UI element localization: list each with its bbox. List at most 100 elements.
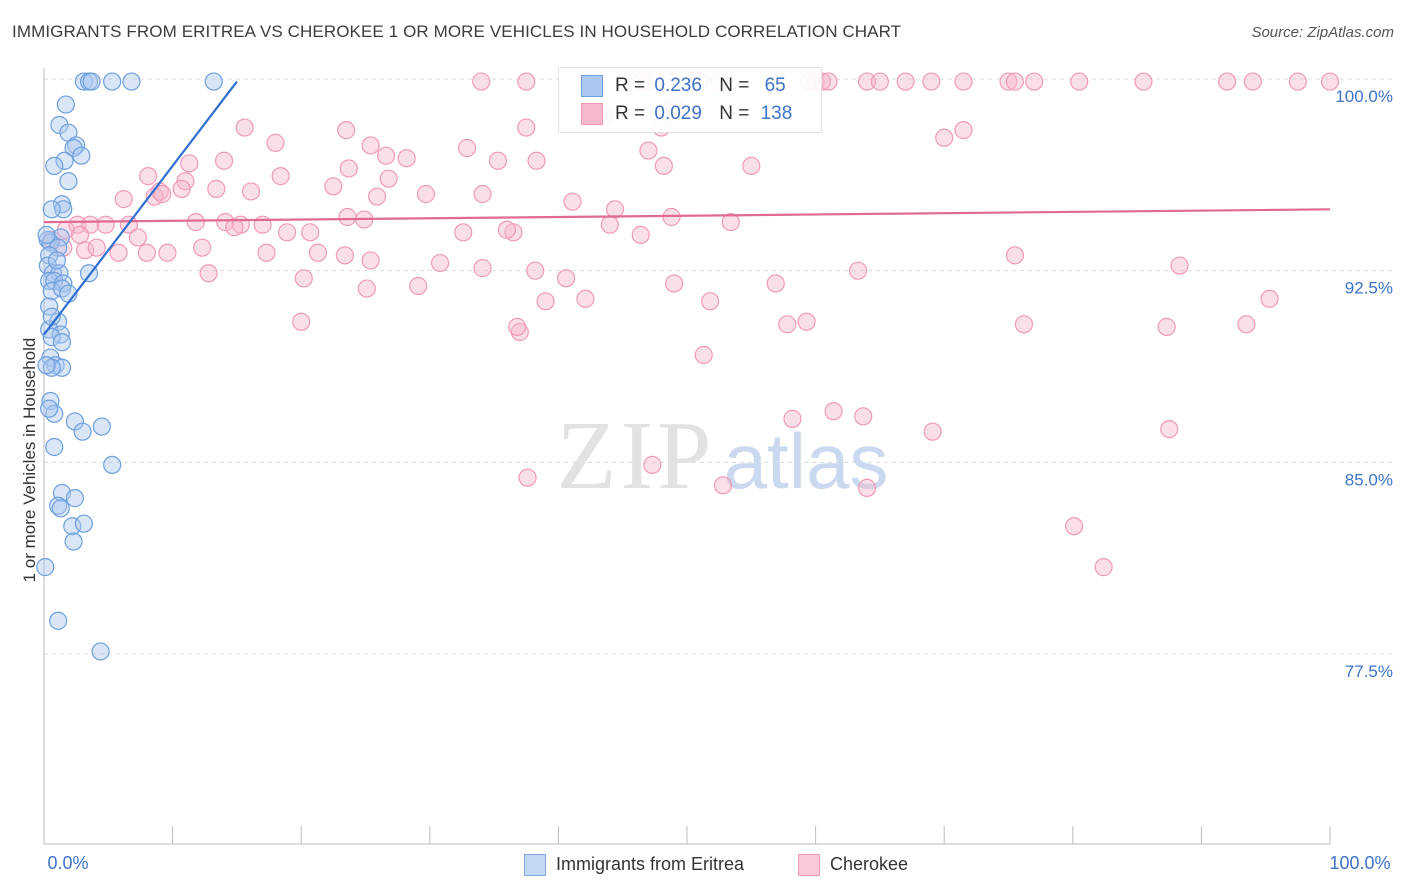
y-tick-labels: 77.5% 85.0% 92.5% 100.0% [1335,87,1393,681]
cherokee-point-99 [430,253,450,273]
cherokee-points [42,72,1340,577]
cherokee-point-69 [338,207,357,227]
y-tick-label-3: 100.0% [1335,87,1393,106]
eritrea-point-47 [92,417,111,436]
cherokee-point-32 [954,121,973,140]
legend-n-value-cherokee: 138 [760,103,793,124]
chart-title: IMMIGRANTS FROM ERITREA VS CHEROKEE 1 OR… [12,22,902,41]
y-tick-label-1: 85.0% [1345,470,1393,489]
cherokee-point-111 [409,276,428,296]
cherokee-point-114 [701,292,720,311]
cherokee-point-45 [180,154,199,173]
cherokee-point-71 [454,223,473,242]
x-tick-labels: 0.0% 100.0% [47,853,1390,873]
eritrea-point-9 [67,136,86,155]
eritrea-point-41 [52,358,72,377]
grid-lines [44,78,1392,655]
x-tick-label-0: 0.0% [47,853,88,873]
legend-swatch-cherokee [581,102,603,125]
cherokee-point-119 [778,315,797,334]
eritrea-point-48 [73,422,92,441]
cherokee-point-65 [721,213,740,232]
cherokee-point-127 [854,407,873,426]
cherokee-point-85 [128,228,147,247]
cherokee-point-44 [214,151,234,170]
cherokee-point-108 [199,264,218,283]
cherokee-point-115 [1260,289,1279,308]
eritrea-point-57 [64,532,83,551]
y-axis-label: 1 or more Vehicles in Household [20,337,39,583]
legend-r-value-cherokee: 0.029 [654,103,702,124]
legend-label-eritrea: Immigrants from Eritrea [556,854,745,874]
legend-label-cherokee: Cherokee [830,854,909,874]
cherokee-point-101 [526,261,545,280]
trend-lines [43,80,1331,336]
cherokee-point-97 [335,246,355,265]
cherokee-point-93 [158,243,177,262]
cherokee-point-13 [870,72,890,91]
eritrea-point-46 [65,412,84,431]
cherokee-point-30 [337,121,356,140]
eritrea-point-5 [204,72,223,91]
cherokee-point-20 [1070,72,1089,91]
cherokee-point-48 [379,169,398,188]
eritrea-point-12 [55,151,74,170]
cherokee-point-83 [96,215,115,234]
cherokee-point-106 [1005,246,1025,265]
cherokee-point-21 [1134,72,1153,91]
cherokee-point-118 [508,317,527,336]
cherokee-point-31 [517,118,536,137]
cherokee-point-100 [473,259,492,278]
cherokee-point-22 [1218,72,1237,91]
eritrea-point-52 [65,489,84,508]
y-axis-label-wrap: 1 or more Vehicles in Household [18,0,42,892]
cherokee-point-29 [235,118,254,137]
eritrea-point-11 [72,146,91,165]
cherokee-point-52 [324,177,343,196]
cherokee-point-75 [631,225,650,244]
cherokee-point-55 [241,182,261,201]
cherokee-point-95 [257,243,276,262]
cherokee-point-62 [563,192,582,211]
cherokee-point-18 [1005,72,1025,91]
legend-n-value-eritrea: 65 [764,75,786,96]
cherokee-point-66 [186,213,205,232]
cherokee-point-79 [301,223,320,242]
eritrea-point-58 [36,558,55,577]
legend-r-label: R = [615,103,646,124]
cherokee-point-125 [783,409,802,428]
eritrea-point-59 [49,611,68,630]
cherokee-point-59 [114,190,133,209]
cherokee-point-67 [216,213,235,232]
cherokee-point-91 [109,243,128,262]
x-tick-label-1: 100.0% [1329,853,1390,873]
eritrea-point-0 [74,72,93,91]
source-label: Source: ZipAtlas.com [1251,24,1394,41]
cherokee-point-92 [137,243,156,262]
cherokee-point-107 [1170,256,1189,275]
eritrea-point-10 [64,138,83,158]
eritrea-point-49 [45,437,64,457]
cherokee-point-1 [517,72,536,91]
eritrea-point-3 [103,72,122,91]
eritrea-point-13 [45,156,64,175]
eritrea-point-61 [37,356,56,375]
cherokee-point-77 [253,215,272,234]
cherokee-point-98 [361,251,380,270]
y-tick-label-0: 77.5% [1345,662,1393,681]
cherokee-point-39 [397,149,416,168]
cherokee-point-120 [797,312,816,331]
cherokee-point-104 [766,274,785,293]
cherokee-point-57 [416,184,436,204]
cherokee-point-102 [557,269,576,288]
cherokee-point-110 [357,279,376,298]
cherokee-point-25 [1320,72,1340,91]
legend-item-eritrea: Immigrants from Eritrea [524,852,745,877]
cherokee-point-24 [1288,72,1307,91]
eritrea-point-6 [56,95,75,114]
cherokee-point-89 [76,241,95,260]
cherokee-point-38 [376,146,396,165]
cherokee-point-14 [896,72,915,91]
legend-n-label: N = [719,103,750,124]
